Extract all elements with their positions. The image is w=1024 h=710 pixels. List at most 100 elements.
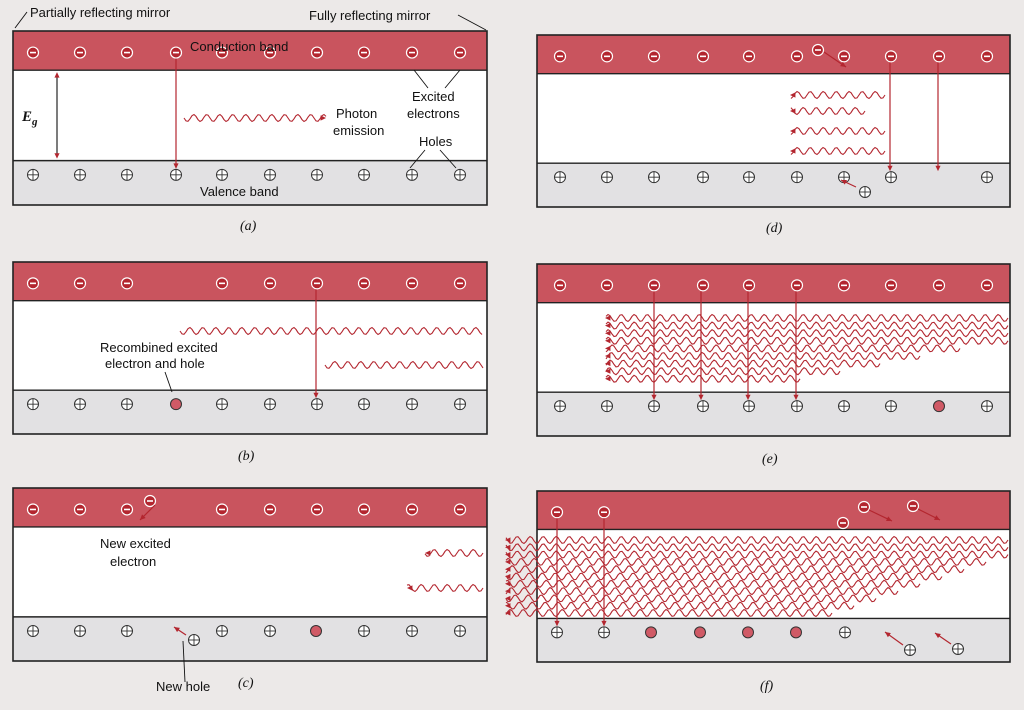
transition-arrow-head xyxy=(698,394,704,401)
photon-wave xyxy=(424,548,484,558)
valence-band xyxy=(13,616,487,661)
photon-wave-head xyxy=(605,338,611,344)
photon-wave-head xyxy=(320,115,326,121)
transition-arrow-head xyxy=(173,163,179,169)
photon-wave xyxy=(790,90,886,100)
caption-f: (f) xyxy=(760,679,774,694)
panel-frame xyxy=(536,490,1011,663)
photon-wave xyxy=(505,572,943,581)
photon-wave-head xyxy=(505,610,511,616)
band-gap xyxy=(13,70,487,161)
photon-wave xyxy=(505,579,921,588)
valence-band xyxy=(537,163,1010,207)
photon-wave xyxy=(605,313,1009,323)
caption-e: (e) xyxy=(762,452,778,467)
recombined-mark xyxy=(742,626,754,639)
full-mirror-label: Fully reflecting mirror xyxy=(309,8,431,23)
photon-wave-head xyxy=(605,323,611,329)
recombined-pointer xyxy=(164,371,173,393)
photon-wave-head xyxy=(505,588,511,594)
photon-wave-head xyxy=(505,573,511,580)
excitation-arrow-head xyxy=(934,515,940,520)
eg-arrow-bottom xyxy=(54,153,60,159)
photon-wave xyxy=(505,565,965,574)
band-gap xyxy=(537,302,1010,393)
photon-wave-head xyxy=(790,128,796,134)
photon-wave xyxy=(605,367,841,376)
photon-wave xyxy=(605,374,801,383)
caption-a: (a) xyxy=(240,219,257,234)
photon-wave-head xyxy=(790,108,796,114)
photon-wave-head xyxy=(605,376,611,382)
band-gap xyxy=(13,526,487,617)
photon-wave xyxy=(505,550,1009,559)
eg-symbol-sub: g xyxy=(31,116,38,128)
photon-wave xyxy=(324,360,484,370)
valence-band-label: Valence band xyxy=(200,184,279,199)
panel-frame xyxy=(12,487,488,662)
excited-electrons-label-2: electrons xyxy=(407,106,460,121)
new-excited-label-2: electron xyxy=(110,554,156,569)
new-hole-label: New hole xyxy=(156,679,210,694)
new-hole-pointer xyxy=(182,640,186,683)
photon-wave-head xyxy=(505,559,511,565)
excited-pointer-1 xyxy=(413,69,429,89)
partial-mirror-pointer xyxy=(14,11,28,29)
photon-wave-head xyxy=(605,353,611,359)
photon-wave xyxy=(505,543,1009,552)
panel-c xyxy=(12,487,488,662)
photon-wave-head xyxy=(605,368,611,374)
photon-wave xyxy=(505,601,855,610)
band-gap xyxy=(13,300,487,391)
valence-band xyxy=(13,390,487,434)
photon-wave xyxy=(605,344,961,353)
photon-wave-head xyxy=(425,550,431,556)
photon-wave xyxy=(179,326,483,336)
photon-wave-head xyxy=(505,566,511,572)
photon-wave-head xyxy=(605,315,611,321)
eg-arrow-top xyxy=(54,72,60,78)
band-gap xyxy=(537,73,1010,164)
transition-arrow-head xyxy=(887,165,893,172)
excitation-arrow-head xyxy=(140,514,146,520)
panel-b xyxy=(12,261,488,435)
recombined-label-1: Recombined excited xyxy=(100,340,218,355)
photon-wave xyxy=(505,594,877,603)
photon-wave xyxy=(605,359,881,368)
conduction-band xyxy=(537,264,1010,303)
photon-wave xyxy=(505,557,987,567)
panel-d xyxy=(536,34,1011,208)
photon-wave xyxy=(406,583,484,593)
excitation-arrow-head xyxy=(935,633,941,639)
recombined-label-2: electron and hole xyxy=(105,356,205,371)
photon-wave-head xyxy=(505,552,511,558)
caption-d: (d) xyxy=(766,221,783,236)
transition-arrow-head xyxy=(554,620,560,627)
caption-c: (c) xyxy=(238,676,254,691)
panel-a xyxy=(12,30,488,206)
valence-band xyxy=(537,618,1010,662)
panel-frame xyxy=(536,263,1011,437)
recombined-mark xyxy=(933,400,945,413)
panel-f xyxy=(505,490,1011,663)
excitation-arrow-head xyxy=(840,61,846,67)
transition-arrow-head xyxy=(651,394,657,401)
photon-wave xyxy=(605,351,921,361)
new-excited-label-1: New excited xyxy=(100,536,171,551)
photon-wave xyxy=(605,336,1009,345)
transition-arrow-head xyxy=(601,620,607,627)
photon-wave-head xyxy=(505,581,511,587)
photon-wave xyxy=(790,146,886,156)
photon-wave-head xyxy=(505,595,511,601)
valence-band xyxy=(537,392,1010,436)
holes-label: Holes xyxy=(419,134,453,149)
photon-emission-label-2: emission xyxy=(333,123,384,138)
photon-wave-head xyxy=(790,92,796,98)
photon-wave xyxy=(605,329,1009,338)
panels-group xyxy=(12,30,1011,663)
photon-wave-head xyxy=(505,537,511,543)
transition-arrow-head xyxy=(935,165,941,172)
recombined-mark xyxy=(170,398,182,411)
conduction-band xyxy=(537,491,1010,530)
